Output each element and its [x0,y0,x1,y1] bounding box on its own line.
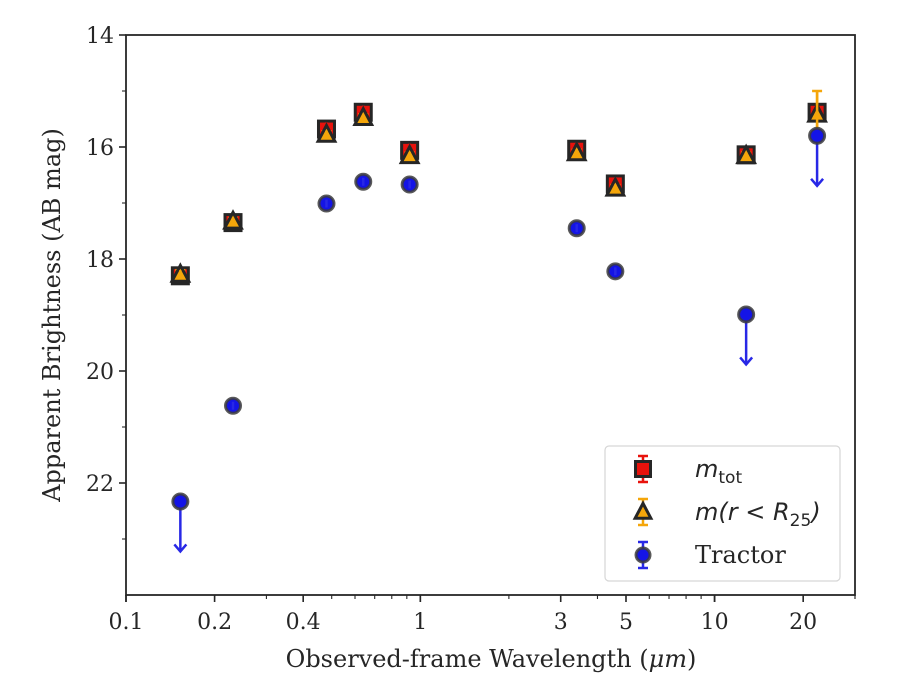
data-point [354,172,373,191]
data-point [171,492,190,554]
circle-marker [634,546,652,564]
y-tick-label: 20 [86,360,114,385]
legend-label: Tractor [695,541,786,569]
arrow-head [739,356,754,367]
data-point [606,262,625,281]
series-tractor [171,126,827,554]
x-tick-label: 0.4 [286,610,321,635]
data-points [169,89,828,554]
arrow-head [173,543,188,554]
legend: mtot m(r < R25) Tractor [604,445,841,582]
legend-label: mtot [695,455,742,488]
data-point [398,143,421,165]
x-tick-label: 0.2 [197,610,232,635]
arrow-head [810,177,825,188]
x-tick-label: 0.1 [109,610,144,635]
data-point [169,262,192,283]
axes: 14 16 18 20 22 0.1 0.2 0.4 1 3 5 10 20 [86,24,856,635]
y-tick-label: 22 [86,472,114,497]
data-point [222,209,244,230]
x-axis-label: Observed-frame Wavelength (μm) [286,645,697,673]
legend-item-tractor: Tractor [634,540,786,570]
square-marker [634,460,652,478]
x-tick-label: 5 [619,610,633,635]
triangle-marker [632,500,654,520]
circle-marker [808,126,827,145]
data-point [808,126,827,188]
x-tick-label: 3 [554,610,568,635]
circle-marker [737,305,756,324]
data-point [567,219,586,238]
data-point [737,305,756,367]
y-tick-label: 14 [86,24,114,49]
legend-label: m(r < R25) [695,498,821,531]
data-point [565,140,588,162]
y-tick-label: 16 [86,136,114,161]
legend-item-m_tot: mtot [634,454,742,488]
circle-marker [171,492,190,511]
y-tick-label: 18 [86,248,114,273]
legend-box [604,445,841,582]
data-point [224,396,243,415]
data-point [735,143,758,165]
data-point [315,122,338,143]
data-point [317,194,336,213]
y-axis-label: Apparent Brightness (AB mag) [38,128,66,503]
x-tick-label: 10 [701,610,729,635]
x-tick-label: 1 [413,610,427,635]
data-point [604,176,627,197]
x-tick-label: 20 [789,610,817,635]
data-point [400,175,419,194]
legend-item-m_r25: m(r < R25) [632,497,821,531]
series-m_tot [170,102,827,286]
data-point [352,105,375,127]
series-m_r25 [169,89,828,283]
